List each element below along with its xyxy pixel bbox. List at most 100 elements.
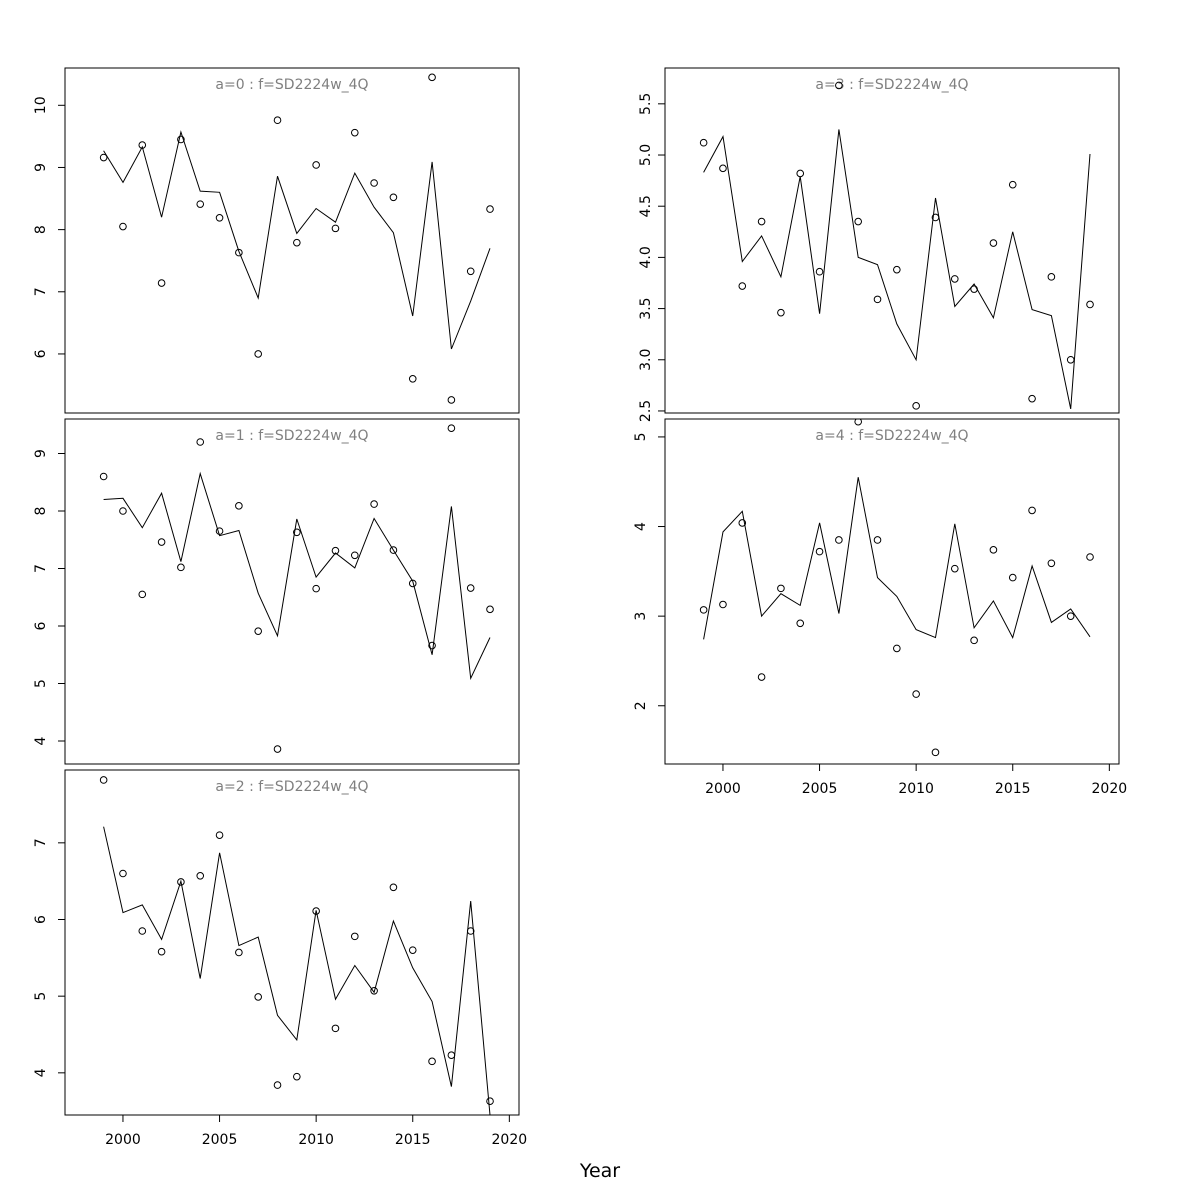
observed-point (293, 1072, 301, 1081)
observed-point (738, 519, 747, 527)
x-tick-label: 2010 (298, 1132, 334, 1148)
observed-point (757, 673, 766, 681)
observed-point (486, 1097, 494, 1105)
y-tick-label: 5 (33, 992, 49, 1001)
fitted-line (703, 129, 1091, 410)
plot-area (699, 81, 1094, 410)
observed-point (235, 248, 243, 257)
y-tick-label: 6 (33, 349, 49, 358)
observed-point (138, 590, 147, 599)
observed-point (486, 605, 494, 614)
observed-point (293, 238, 301, 247)
panel-3: a=4 : f=SD2224w_4Q 2 3 4 5 2000 2005 2010 2015 20… (633, 418, 1127, 797)
observed-point (815, 267, 824, 276)
observed-point (1028, 506, 1036, 515)
y-tick-label: 9 (33, 163, 49, 172)
observed-point (447, 424, 456, 433)
observed-point (1008, 573, 1017, 582)
observed-point (893, 265, 901, 274)
y-tick-label: 7 (33, 287, 49, 296)
observed-point (970, 636, 978, 645)
panel-title: a=3 : f=SD2224w_4Q (815, 77, 968, 93)
observed-point (350, 128, 359, 137)
observed-point (119, 507, 127, 515)
y-tick-label: 5.5 (638, 93, 654, 115)
observed-point (970, 285, 978, 293)
observed-point (447, 396, 456, 404)
observed-point (1047, 559, 1056, 568)
observed-point (989, 546, 998, 554)
panel-2: a=1 : f=SD2224w_4Q 4 5 6 7 8 9 (33, 418, 520, 765)
observed-point (99, 472, 108, 481)
y-tick-label: 6 (33, 621, 49, 630)
plot-area (99, 424, 494, 753)
observed-point (215, 831, 224, 839)
y-tick-label: 2 (633, 701, 649, 710)
observed-point (719, 164, 727, 173)
observed-point (273, 745, 282, 753)
observed-point (486, 205, 494, 213)
y-tick-label: 4 (33, 1068, 49, 1077)
observed-point (777, 308, 785, 317)
x-axis-label: Year (579, 1160, 621, 1182)
observed-point (466, 267, 475, 276)
observed-point (350, 932, 359, 941)
observed-point (196, 872, 205, 880)
observed-point (738, 282, 747, 290)
observed-point (331, 224, 340, 233)
observed-point (99, 776, 108, 784)
observed-point (312, 907, 320, 915)
panel-frame (64, 67, 520, 414)
x-tick-label: 2000 (705, 781, 741, 797)
observed-point (428, 73, 436, 82)
y-tick-label: 3.0 (638, 349, 654, 371)
observed-point (99, 153, 108, 162)
observed-point (119, 222, 127, 231)
observed-point (370, 987, 378, 995)
observed-point (331, 1024, 340, 1033)
panel-frame (664, 67, 1120, 414)
observed-point (699, 606, 708, 614)
y-tick-label: 2.5 (638, 400, 654, 422)
observed-point (215, 214, 224, 222)
x-tick-label: 2010 (898, 781, 934, 797)
y-tick-label: 4.0 (638, 246, 654, 268)
y-tick-label: 9 (33, 449, 49, 458)
observed-point (466, 927, 475, 935)
observed-point (815, 547, 824, 556)
fitted-line (103, 826, 491, 1115)
observed-point (757, 217, 766, 226)
y-tick-label: 7 (33, 564, 49, 573)
observed-point (254, 627, 262, 635)
observed-point (796, 169, 805, 178)
observed-point (835, 81, 843, 90)
observed-point (719, 600, 727, 609)
observed-point (235, 502, 243, 510)
y-tick-label: 3.5 (638, 297, 654, 319)
y-tick-label: 8 (33, 225, 49, 234)
observed-point (950, 564, 959, 573)
x-tick-label: 2005 (202, 1132, 238, 1148)
x-tick-label: 2015 (395, 1132, 431, 1148)
observed-point (931, 213, 940, 222)
observed-point (273, 1081, 282, 1089)
observed-point (177, 135, 185, 144)
y-tick-label: 3 (633, 612, 649, 621)
plot-area (699, 419, 1094, 757)
x-tick-label: 2015 (995, 781, 1031, 797)
observed-point (389, 193, 398, 202)
y-tick-label: 8 (33, 507, 49, 516)
observed-point (873, 295, 882, 304)
observed-point (331, 546, 340, 555)
y-tick-label: 5 (633, 432, 649, 441)
observed-point (312, 161, 320, 169)
x-tick-label: 2005 (802, 781, 838, 797)
observed-point (408, 579, 417, 588)
observed-point (428, 1057, 436, 1066)
observed-point (196, 438, 205, 446)
observed-point (447, 1051, 456, 1059)
plot-area (99, 776, 494, 1115)
observed-point (854, 419, 862, 426)
observed-point (912, 690, 920, 698)
